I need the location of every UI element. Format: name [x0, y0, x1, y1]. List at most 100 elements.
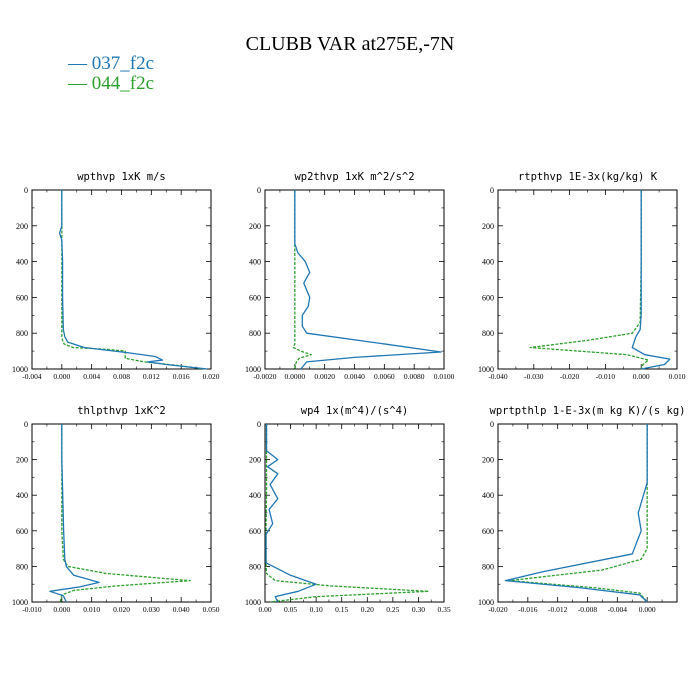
y-tick-label: 200	[249, 222, 261, 231]
y-tick-label: 600	[16, 293, 28, 302]
y-tick-label: 200	[482, 222, 494, 231]
series-line-044_f2c	[61, 190, 204, 370]
y-tick-label: 200	[16, 456, 28, 465]
panels: wpthvp 1xK m/s-0.004 0.000 0.004 0.008 0.012…	[12, 171, 686, 614]
x-tick-label: 0.0040	[344, 372, 365, 381]
x-tick-label: -0.030	[524, 372, 544, 381]
y-tick-label: 1000	[245, 598, 261, 607]
x-tick-label: 0.10	[310, 605, 323, 614]
y-tick-label: 400	[482, 258, 494, 267]
panel-title: wp4 1x(m^4)/(s^4)	[301, 405, 408, 417]
y-tick-label: 1000	[478, 365, 494, 374]
x-tick-label: 0.30	[412, 605, 425, 614]
panel-title: wprtpthlp 1-E-3x(m kg K)/(s kg)	[490, 405, 686, 417]
x-tick-label: 0.040	[173, 605, 190, 614]
series-line-044_f2c	[529, 190, 650, 370]
series-line-037_f2c	[631, 190, 671, 370]
y-tick-label: 200	[249, 456, 261, 465]
x-tick-label: 0.00	[258, 605, 271, 614]
y-tick-label: 600	[16, 527, 28, 536]
y-tick-label: 1000	[245, 365, 261, 374]
x-tick-label: 0.020	[113, 605, 130, 614]
x-tick-label: 0.010	[83, 605, 100, 614]
legend: — 037_f2c — 044_f2c	[67, 53, 154, 94]
x-tick-label: 0.0100	[434, 372, 455, 381]
x-tick-label: 0.05	[284, 605, 297, 614]
panel-title: thlpthvp 1xK^2	[77, 405, 166, 417]
y-tick-label: 400	[16, 491, 28, 500]
x-tick-label: -0.004	[608, 605, 628, 614]
x-tick-label: 0.0060	[374, 372, 395, 381]
legend-entry-1: — 037_f2c	[67, 53, 154, 74]
panel-5: wp4 1x(m^4)/(s^4) 0.00 0.05 0.10 0.15 0.20 0.2…	[245, 405, 451, 614]
y-tick-label: 400	[249, 258, 261, 267]
x-tick-label: 0.25	[386, 605, 399, 614]
x-tick-label: -0.012	[548, 605, 568, 614]
y-tick-label: 400	[16, 258, 28, 267]
series-line-037_f2c	[265, 424, 317, 603]
x-tick-label: 0.016	[173, 372, 190, 381]
panel-6: wprtpthlp 1-E-3x(m kg K)/(s kg) -0.020 -0.…	[478, 405, 685, 614]
series-line-044_f2c	[292, 190, 312, 370]
x-tick-label: -0.020	[488, 605, 508, 614]
panel-3: rtpthvp 1E-3x(kg/kg) K -0.040 -0.030 -0.020…	[478, 171, 686, 381]
series-line-037_f2c	[504, 424, 648, 603]
figure-title: CLUBB VAR at275E,-7N	[246, 33, 455, 55]
x-tick-label: 0.004	[83, 372, 100, 381]
x-tick-label: -0.004	[22, 372, 42, 381]
y-tick-label: 0	[490, 186, 494, 195]
x-tick-label: 0.20	[361, 605, 374, 614]
series-line-044_f2c	[508, 424, 648, 603]
y-tick-label: 1000	[478, 598, 494, 607]
y-tick-label: 1000	[12, 365, 28, 374]
y-tick-label: 800	[482, 329, 494, 338]
x-tick-label: -0.016	[518, 605, 538, 614]
x-tick-label: 0.020	[203, 372, 220, 381]
x-tick-label: 0.050	[203, 605, 220, 614]
x-tick-label: 0.0080	[404, 372, 425, 381]
y-tick-label: 800	[482, 562, 494, 571]
series-line-044_f2c	[265, 424, 430, 603]
series-line-044_f2c	[59, 424, 191, 603]
series-line-037_f2c	[49, 424, 100, 603]
x-tick-label: 0.000	[639, 605, 656, 614]
y-tick-label: 600	[482, 293, 494, 302]
y-tick-label: 0	[257, 420, 261, 429]
x-tick-label: 0.0020	[314, 372, 335, 381]
x-tick-label: -0.020	[560, 372, 580, 381]
legend-label-2: 044_f2c	[92, 73, 154, 94]
x-tick-label: 0.15	[335, 605, 348, 614]
x-tick-label: -0.010	[22, 605, 42, 614]
y-tick-label: 0	[24, 420, 28, 429]
y-tick-label: 0	[257, 186, 261, 195]
series-line-037_f2c	[58, 190, 208, 370]
x-tick-label: -0.040	[488, 372, 508, 381]
x-tick-label: 0.000	[53, 372, 70, 381]
x-tick-label: 0.000	[633, 372, 650, 381]
x-tick-label: 0.35	[437, 605, 450, 614]
x-tick-label: 0.000	[53, 605, 70, 614]
legend-label-1: 037_f2c	[92, 53, 154, 74]
y-tick-label: 200	[482, 456, 494, 465]
y-tick-label: 600	[249, 527, 261, 536]
x-tick-label: 0.030	[143, 605, 160, 614]
y-tick-label: 400	[249, 491, 261, 500]
series-line-037_f2c	[294, 190, 442, 370]
y-tick-label: 0	[24, 186, 28, 195]
x-tick-label: -0.008	[578, 605, 598, 614]
y-tick-label: 0	[490, 420, 494, 429]
panel-4: thlpthvp 1xK^2 -0.010 0.000 0.010 0.020 0.030…	[12, 405, 220, 614]
panel-title: rtpthvp 1E-3x(kg/kg) K	[518, 171, 658, 183]
x-tick-label: 0.012	[143, 372, 160, 381]
y-tick-label: 800	[16, 329, 28, 338]
x-tick-label: -0.0020	[253, 372, 276, 381]
y-tick-label: 800	[16, 562, 28, 571]
y-tick-label: 800	[249, 562, 261, 571]
y-tick-label: 600	[482, 527, 494, 536]
x-tick-label: -0.010	[596, 372, 616, 381]
y-tick-label: 800	[249, 329, 261, 338]
x-tick-label: 0.008	[113, 372, 130, 381]
legend-entry-2: — 044_f2c	[67, 73, 154, 94]
y-tick-label: 1000	[12, 598, 28, 607]
